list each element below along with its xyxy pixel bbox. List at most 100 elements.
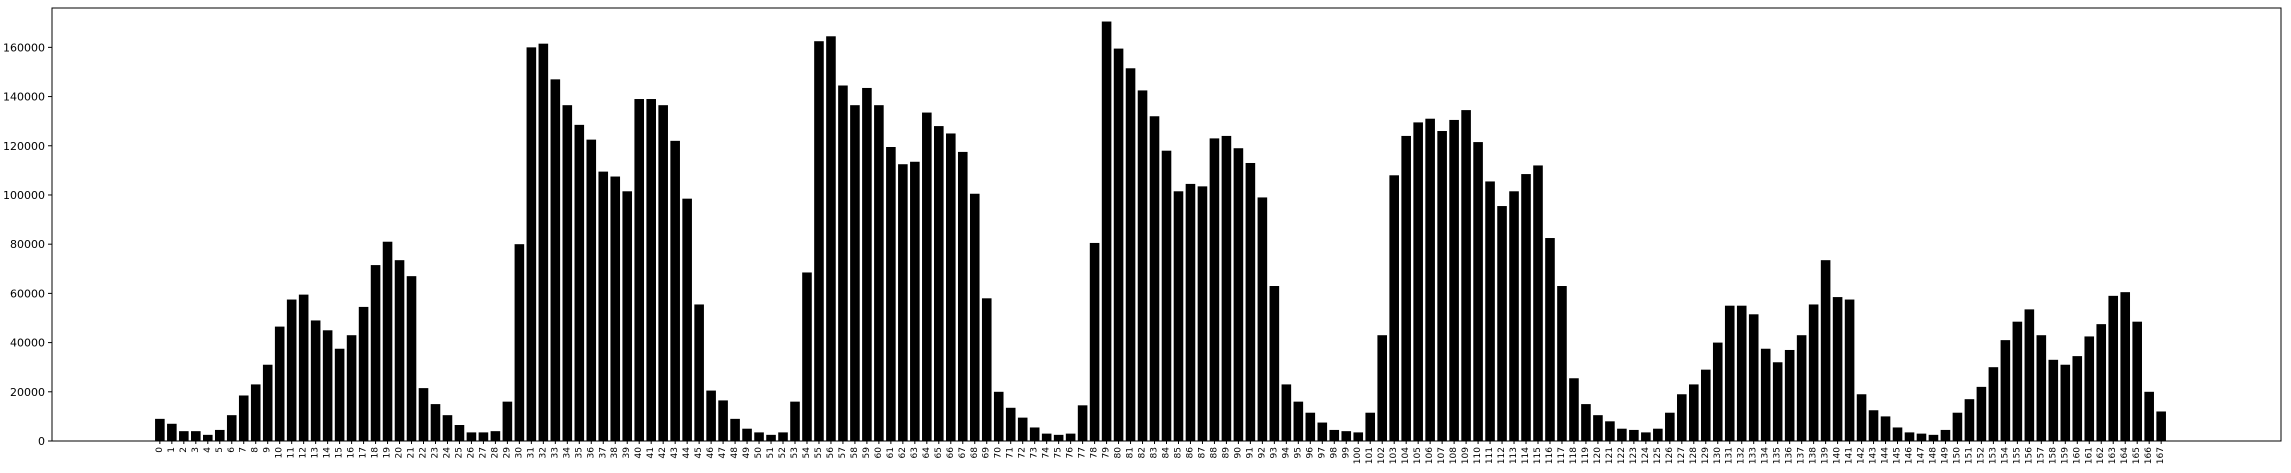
bar-137 xyxy=(1796,335,1807,441)
x-tick-label: 39 xyxy=(622,447,632,459)
bar-164 xyxy=(2120,292,2131,441)
bar-65 xyxy=(934,126,944,441)
bar-55 xyxy=(814,41,824,442)
bar-143 xyxy=(1868,410,1879,441)
x-tick-label: 144 xyxy=(1881,447,1891,464)
x-tick-label: 34 xyxy=(562,447,572,459)
bar-34 xyxy=(562,105,573,442)
bar-29 xyxy=(502,401,513,441)
y-tick-label: 120000 xyxy=(3,140,45,153)
bar-86 xyxy=(1185,183,1196,441)
bar-123 xyxy=(1629,429,1639,441)
bar-39 xyxy=(622,191,633,441)
bar-53 xyxy=(790,401,800,441)
x-tick-label: 149 xyxy=(1940,447,1950,464)
bar-130 xyxy=(1712,342,1723,441)
bar-80 xyxy=(1113,48,1124,442)
bar-125 xyxy=(1653,428,1663,441)
bar-84 xyxy=(1161,150,1172,441)
bar-13 xyxy=(310,320,321,441)
bar-64 xyxy=(922,112,932,441)
bar-23 xyxy=(430,404,441,441)
bar-112 xyxy=(1497,206,1507,441)
bar-163 xyxy=(2108,295,2119,441)
bar-77 xyxy=(1077,405,1088,441)
x-tick-label: 4 xyxy=(203,447,213,453)
x-tick-label: 153 xyxy=(1988,447,1998,464)
bar-128 xyxy=(1689,384,1699,441)
bar-45 xyxy=(694,304,704,441)
plot-frame xyxy=(51,7,2282,442)
x-tick-label: 88 xyxy=(1209,447,1219,459)
x-tick-label: 87 xyxy=(1197,447,1207,458)
bar-41 xyxy=(646,99,656,441)
x-tick-label: 110 xyxy=(1473,447,1483,464)
bar-18 xyxy=(370,265,381,441)
x-tick-label: 159 xyxy=(2060,447,2070,464)
bar-95 xyxy=(1293,401,1304,441)
bar-94 xyxy=(1281,384,1292,441)
bar-85 xyxy=(1173,191,1184,441)
x-tick-label: 165 xyxy=(2132,447,2142,464)
x-tick-label: 156 xyxy=(2024,447,2034,464)
x-tick-label: 119 xyxy=(1581,447,1591,464)
x-tick-label: 76 xyxy=(1066,447,1076,459)
x-tick-label: 41 xyxy=(646,447,656,458)
x-tick-label: 139 xyxy=(1821,447,1831,464)
x-tick-label: 163 xyxy=(2108,447,2118,464)
x-tick-label: 120 xyxy=(1593,447,1603,464)
bar-70 xyxy=(993,391,1004,441)
x-tick-label: 55 xyxy=(814,447,824,458)
bar-33 xyxy=(550,79,561,441)
bar-68 xyxy=(969,193,980,441)
x-tick-label: 53 xyxy=(790,447,800,458)
y-tick-label: 80000 xyxy=(10,238,45,251)
bar-108 xyxy=(1449,119,1459,441)
x-tick-label: 92 xyxy=(1257,447,1267,458)
x-tick-label: 33 xyxy=(550,447,560,458)
bar-74 xyxy=(1041,433,1052,441)
bar-21 xyxy=(406,276,417,441)
bar-134 xyxy=(1760,348,1771,441)
x-tick-label: 141 xyxy=(1845,447,1855,464)
bar-127 xyxy=(1677,394,1687,441)
x-tick-label: 57 xyxy=(838,447,848,458)
bar-38 xyxy=(610,176,621,441)
bar-71 xyxy=(1005,407,1016,441)
x-tick-label: 135 xyxy=(1773,447,1783,464)
bar-51 xyxy=(766,434,776,441)
x-tick-label: 6 xyxy=(227,447,237,453)
x-tick-label: 11 xyxy=(287,447,297,458)
x-tick-label: 62 xyxy=(898,447,908,458)
bar-6 xyxy=(226,415,237,441)
bar-114 xyxy=(1521,174,1531,441)
x-tick-label: 32 xyxy=(538,447,548,458)
bar-154 xyxy=(2000,340,2011,441)
bar-58 xyxy=(850,105,860,442)
x-tick-label: 14 xyxy=(323,447,333,459)
bar-60 xyxy=(874,105,884,442)
x-tick-label: 155 xyxy=(2012,447,2022,464)
bar-4 xyxy=(203,434,213,441)
x-tick-label: 95 xyxy=(1293,447,1303,458)
x-tick-label: 115 xyxy=(1533,447,1543,464)
x-tick-label: 3 xyxy=(191,447,201,453)
bar-89 xyxy=(1221,135,1232,441)
bar-153 xyxy=(1988,367,1999,441)
x-tick-label: 136 xyxy=(1785,447,1795,464)
bar-30 xyxy=(514,244,525,441)
bar-56 xyxy=(826,36,836,441)
bar-26 xyxy=(466,432,477,441)
x-tick-label: 126 xyxy=(1665,447,1675,464)
bar-83 xyxy=(1149,116,1160,441)
bar-162 xyxy=(2096,324,2107,441)
x-tick-label: 138 xyxy=(1809,447,1819,464)
x-tick-label: 49 xyxy=(742,447,752,459)
x-tick-label: 93 xyxy=(1269,447,1279,458)
x-tick-label: 148 xyxy=(1928,447,1938,464)
bar-52 xyxy=(778,432,788,441)
x-tick-label: 25 xyxy=(454,447,464,458)
bar-165 xyxy=(2132,321,2142,441)
x-tick-label: 99 xyxy=(1341,447,1351,459)
